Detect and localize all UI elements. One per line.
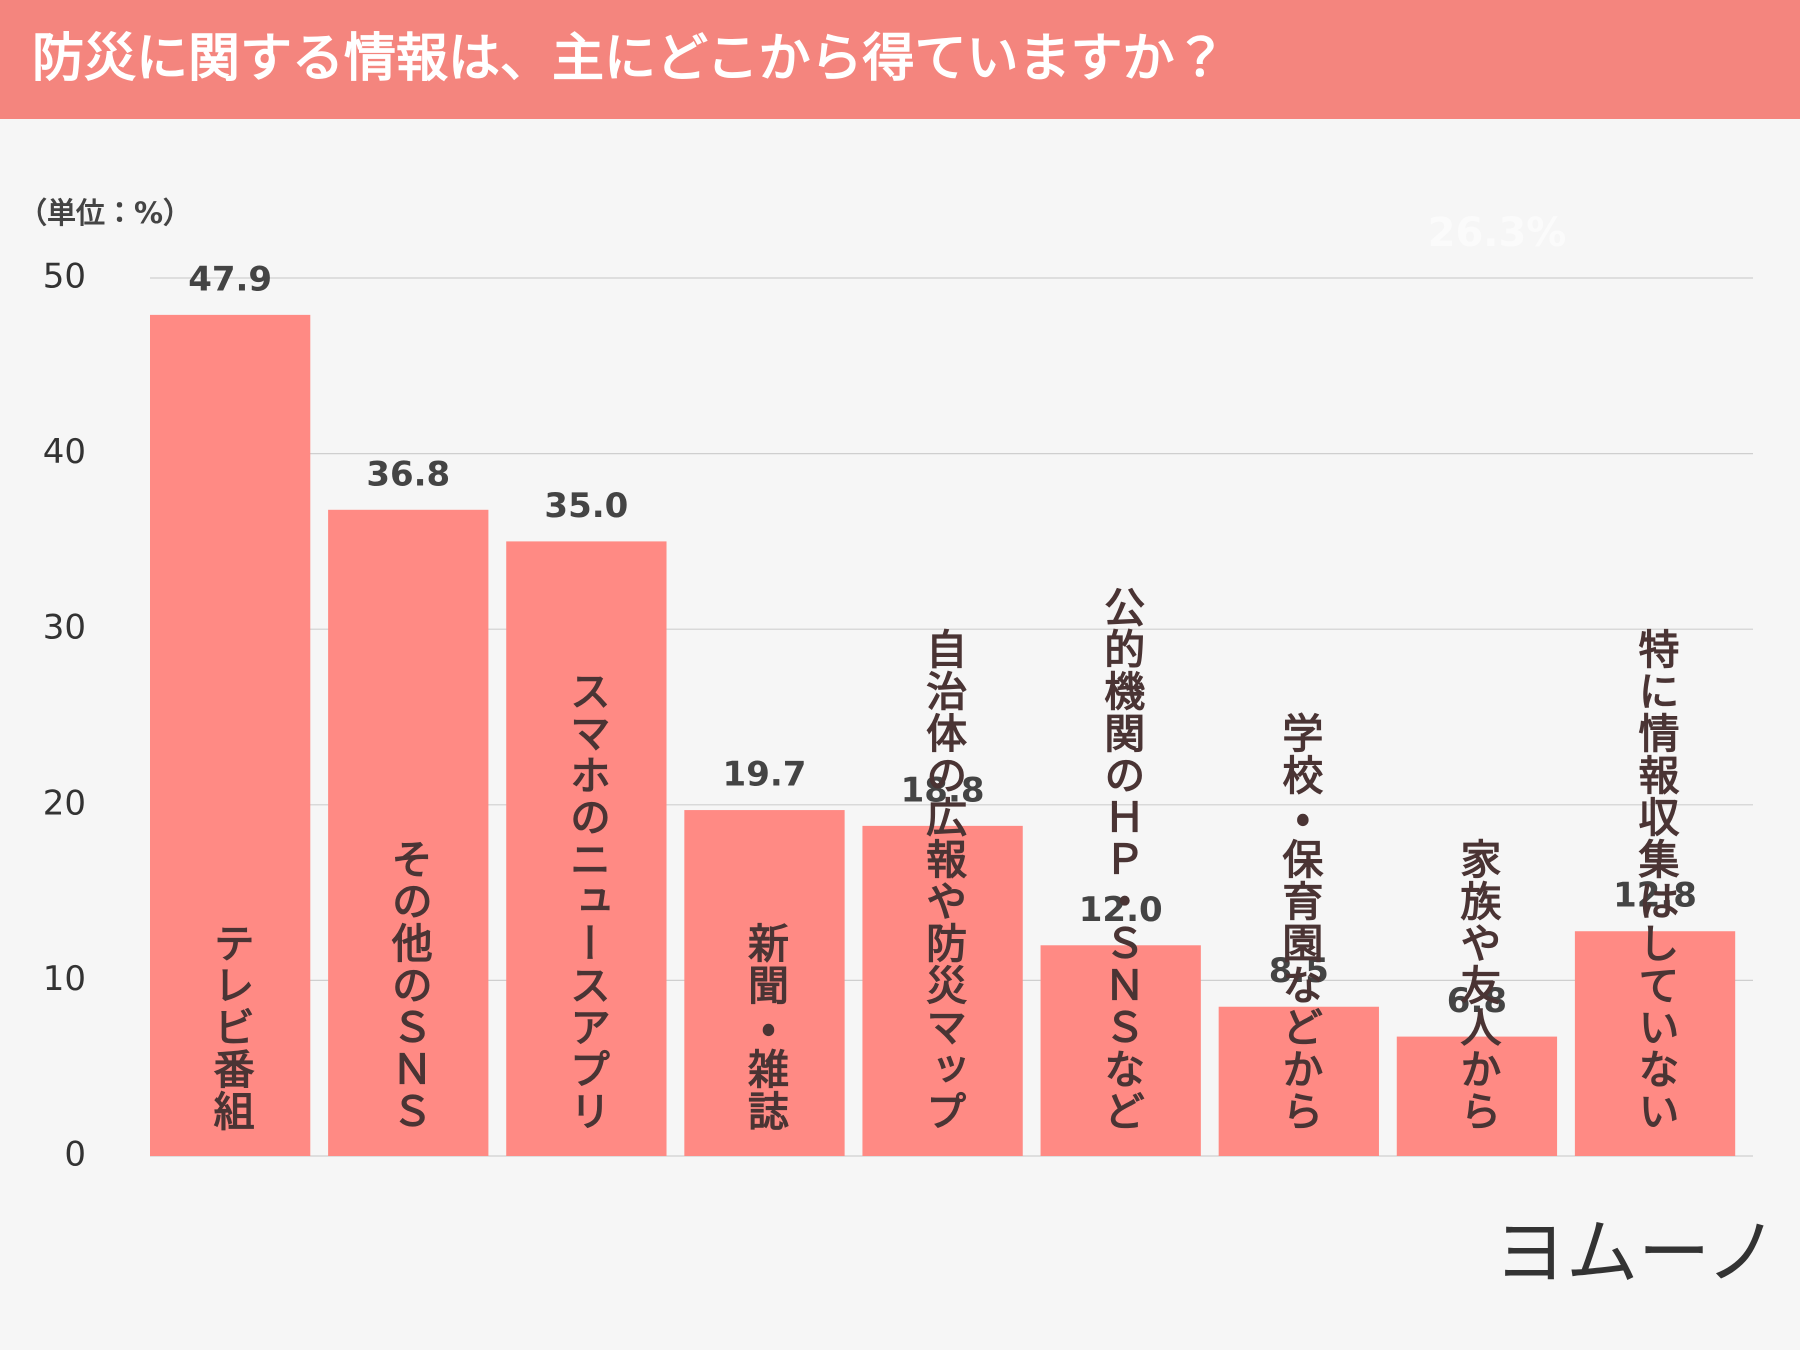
y-tick-label: 30 <box>43 608 86 648</box>
bar <box>1574 931 1736 1156</box>
value-label: 12.0 <box>1079 890 1163 930</box>
bar <box>150 314 311 1157</box>
y-tick-label: 0 <box>64 1135 86 1175</box>
category-label: 自治体の広報や防災マップ <box>919 628 968 1132</box>
plot-area: 0 10 20 30 40 50 47.9 テレビ番組 36.8 その他のＳＮＳ 35.0 スマホのニ… <box>43 257 1753 1175</box>
annotation: 26.3% <box>1428 210 1567 256</box>
value-label: 35.0 <box>544 486 628 526</box>
bar <box>1040 945 1201 1156</box>
value-label: 8.5 <box>1269 951 1329 991</box>
bar <box>328 509 489 1156</box>
category-label: スマホのニュースアプリ <box>562 670 610 1132</box>
title-bar <box>0 0 1800 119</box>
value-label: 12.8 <box>1613 876 1697 916</box>
bar <box>1218 1006 1379 1156</box>
category-label: 家族や友人から <box>1453 838 1502 1132</box>
value-label: 19.7 <box>723 755 807 795</box>
y-tick-label: 10 <box>43 959 86 999</box>
category-label: 新聞・雑誌 <box>740 922 790 1132</box>
bar <box>862 825 1023 1156</box>
bar <box>1396 1036 1558 1156</box>
logo: ヨムーノ <box>1494 1211 1778 1295</box>
value-label: 36.8 <box>366 454 450 494</box>
y-tick-label: 20 <box>43 783 86 823</box>
category-label: テレビ番組 <box>206 922 255 1132</box>
value-label: 47.9 <box>188 259 272 299</box>
category-label: その他のＳＮＳ <box>384 838 434 1132</box>
category-label: 公的機関のＨＰ・ＳＮＳなど <box>1097 586 1146 1132</box>
bar <box>684 810 845 1156</box>
y-tick-label: 40 <box>43 432 86 472</box>
y-tick-label: 50 <box>43 257 86 297</box>
value-label: 18.8 <box>901 770 985 810</box>
axis-unit: （単位：%） <box>18 196 192 230</box>
chart-title: 防災に関する情報は、主にどこから得ていますか？ <box>32 29 1226 89</box>
bar <box>506 541 667 1156</box>
category-label: 特に情報収集はしていない <box>1631 628 1681 1132</box>
category-label: 学校・保育園などから <box>1275 712 1324 1132</box>
value-label: 6.8 <box>1447 981 1507 1021</box>
